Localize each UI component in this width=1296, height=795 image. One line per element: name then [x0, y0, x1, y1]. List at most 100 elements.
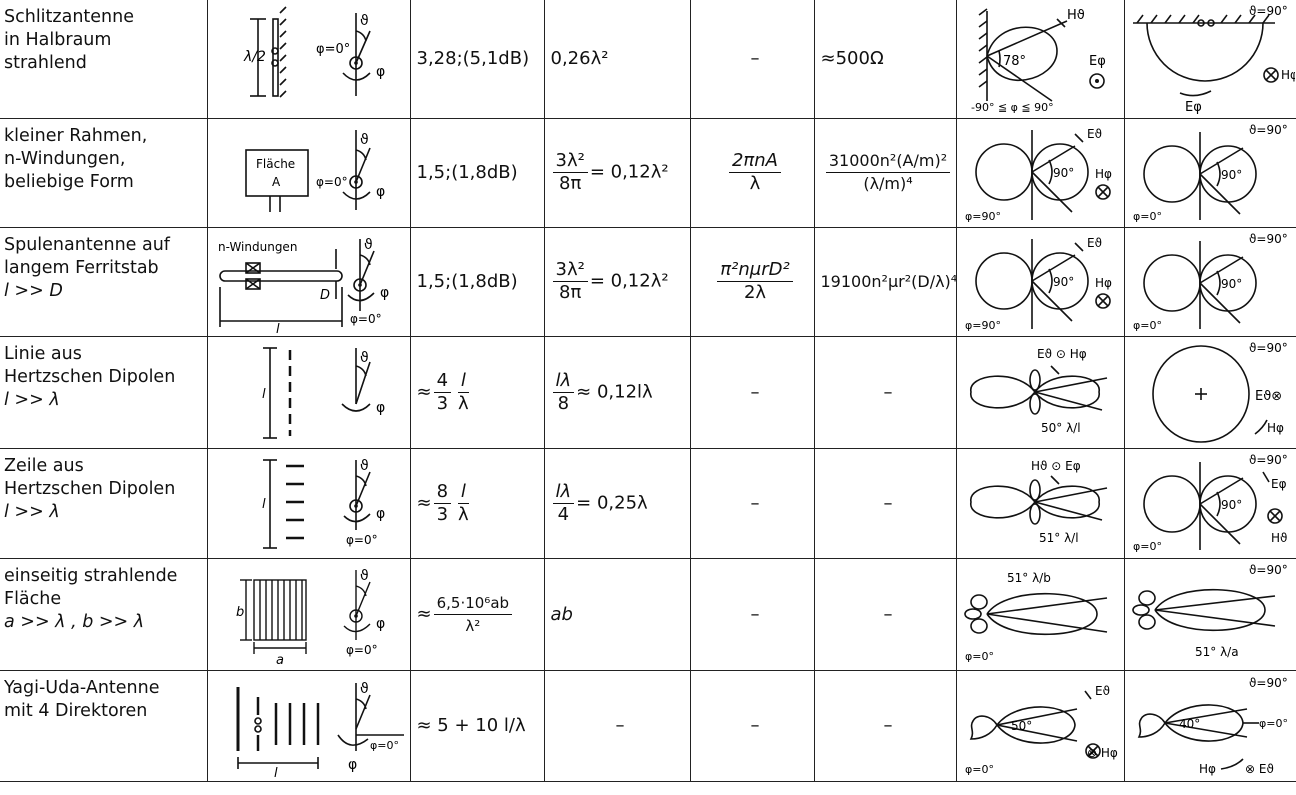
- area-cell: 3λ² 8π = 0,12λ²: [543, 226, 691, 337]
- gain-value: 1,5;(1,8dB): [416, 162, 518, 183]
- field-label: Eϑ ⊙ Hφ: [1037, 347, 1087, 361]
- phi-label: φ: [376, 506, 385, 522]
- table-row: Linie aus Hertzschen Dipolen l >> λ l ϑ φ …: [0, 335, 1296, 449]
- field-label: Hφ: [1199, 762, 1216, 776]
- theta-label: ϑ: [364, 237, 373, 253]
- area-num: lλ: [552, 370, 575, 393]
- angle-label: 90°: [1053, 275, 1074, 289]
- name-line: l >> λ: [4, 501, 60, 522]
- area-label: Fläche: [256, 157, 295, 171]
- height-value: –: [750, 603, 760, 625]
- field-label: Hφ: [1095, 167, 1112, 181]
- gain-num: 6,5·10⁶ab: [433, 592, 513, 615]
- area-value: 0,26λ²: [550, 48, 609, 70]
- dim-label: l: [262, 387, 266, 402]
- phi-label: φ: [376, 400, 385, 416]
- theta90-label: ϑ=90°: [1249, 453, 1288, 467]
- theta-label: ϑ: [360, 458, 369, 474]
- beam-label: 51° λ/b: [1007, 571, 1051, 585]
- area-num: lλ: [552, 481, 575, 504]
- resistance-value: –: [883, 715, 893, 736]
- area-tail: = 0,25λ: [576, 492, 648, 513]
- field-label: Hφ: [1095, 276, 1112, 290]
- area-cell: lλ 4 = 0,25λ: [543, 447, 691, 559]
- resistance-value: –: [883, 492, 893, 514]
- field-label: ⊗ Eϑ: [1245, 762, 1274, 776]
- area-num: 3λ²: [552, 150, 588, 173]
- pattern-horizontal: ϑ=90° 90° φ=0°: [1123, 226, 1296, 337]
- angle-label: 90°: [1221, 168, 1242, 182]
- area-num: 3λ²: [552, 259, 588, 282]
- dim-label: D: [320, 288, 330, 303]
- antenna-name-cell: Yagi-Uda-Antenne mit 4 Direktoren: [0, 669, 208, 782]
- phi0-label: φ=0°: [1133, 210, 1162, 223]
- area-tail: = 0,12λ²: [589, 161, 669, 183]
- area-tail: ≈ 0,12lλ: [576, 381, 653, 402]
- beam-label: 50° λ/l: [1041, 421, 1081, 435]
- name-line: l >> D: [4, 280, 63, 301]
- gain-num: l: [457, 370, 469, 393]
- area-cell: ab: [543, 557, 691, 671]
- table-row: einseitig strahlende Fläche a >> λ , b >> …: [0, 557, 1296, 671]
- area-den: 8π: [559, 282, 582, 303]
- resistance-cell: 19100n²μr²(D/λ)⁴: [813, 226, 957, 337]
- antenna-name-cell: Zeile aus Hertzschen Dipolen l >> λ: [0, 447, 208, 559]
- name-line: langem Ferritstab: [4, 257, 159, 278]
- pattern-horizontal: ϑ=90° 90° φ=0°: [1123, 117, 1296, 228]
- beam-label: 51° λ/a: [1195, 645, 1239, 659]
- name-line: beliebige Form: [4, 171, 134, 192]
- name-line: a >> λ , b >> λ: [4, 611, 145, 632]
- gain-den: 3: [436, 503, 449, 525]
- phi0-label: φ=0°: [965, 763, 994, 776]
- name-line: Spulenantenne auf: [4, 234, 170, 255]
- angle-label: 78°: [1003, 54, 1026, 69]
- area-label: A: [272, 175, 281, 189]
- resistance-cell: ≈500Ω: [813, 0, 957, 119]
- antenna-sketch: Fläche A φ=0° ϑ φ: [206, 117, 411, 228]
- angle-label: 50°: [1011, 719, 1032, 733]
- table-row: Zeile aus Hertzschen Dipolen l >> λ l ϑ φ …: [0, 447, 1296, 559]
- pattern-horizontal: ϑ=90° 40° φ=0° Hφ ⊗ Eϑ: [1123, 669, 1296, 782]
- name-line: l >> λ: [4, 389, 60, 410]
- area-cell: 0,26λ²: [543, 0, 691, 119]
- table-row: kleiner Rahmen, n-Windungen, beliebige For…: [0, 117, 1296, 228]
- gain-pre: ≈: [416, 492, 432, 513]
- field-label: Eϑ: [1087, 127, 1102, 141]
- resistance-cell: –: [813, 335, 957, 449]
- gain-den: λ: [458, 392, 469, 414]
- field-label: Hϑ: [1067, 8, 1085, 23]
- pattern-vertical: Eϑ ⊙ Hφ 50° λ/l: [955, 335, 1125, 449]
- resistance-value: 19100n²μr²(D/λ)⁴: [820, 272, 956, 291]
- field-label: Hϑ: [1271, 531, 1287, 545]
- antenna-name-cell: Linie aus Hertzschen Dipolen l >> λ: [0, 335, 208, 449]
- antenna-sketch: l ϑ φ: [206, 335, 411, 449]
- name-line: in Halbraum: [4, 30, 112, 50]
- theta-label: ϑ: [360, 350, 369, 366]
- name-line: einseitig strahlende: [4, 565, 178, 586]
- table-row: Spulenantenne auf langem Ferritstab l >> D…: [0, 226, 1296, 337]
- theta-label: ϑ: [360, 13, 369, 29]
- area-den: 8: [557, 392, 570, 414]
- gain-pre: ≈: [416, 381, 432, 402]
- pattern-vertical: 51° λ/b φ=0°: [955, 557, 1125, 671]
- area-cell: –: [543, 669, 691, 782]
- phi0-label: φ=0°: [316, 42, 350, 57]
- pattern-vertical: 90° Eϑ Hφ φ=90°: [955, 226, 1125, 337]
- field-label: Eφ: [1089, 54, 1106, 69]
- gain-value: ≈ 5 + 10 l/λ: [416, 715, 526, 736]
- theta90-label: ϑ=90°: [1249, 232, 1288, 246]
- antenna-sketch: λ/2 φ=0° ϑ φ: [206, 0, 411, 119]
- phi0-label: φ=0°: [350, 312, 382, 326]
- pattern-horizontal: ϑ=90° Hφ Eφ: [1123, 0, 1296, 119]
- theta-label: ϑ: [360, 681, 369, 697]
- theta90-label: ϑ=90°: [1249, 341, 1288, 355]
- windings-label: n-Windungen: [218, 240, 297, 254]
- antenna-sketch: n-Windungen D l φ=0° ϑ φ: [206, 226, 411, 337]
- gain-den: 3: [436, 392, 449, 414]
- pattern-vertical: 50° Eϑ ⊗ Hφ φ=0°: [955, 669, 1125, 782]
- field-label: Eφ: [1185, 100, 1202, 115]
- height-num: π²nμrD²: [717, 259, 793, 282]
- name-line: mit 4 Direktoren: [4, 700, 148, 721]
- gain-pre: ≈: [416, 603, 432, 624]
- area-cell: lλ 8 ≈ 0,12lλ: [543, 335, 691, 449]
